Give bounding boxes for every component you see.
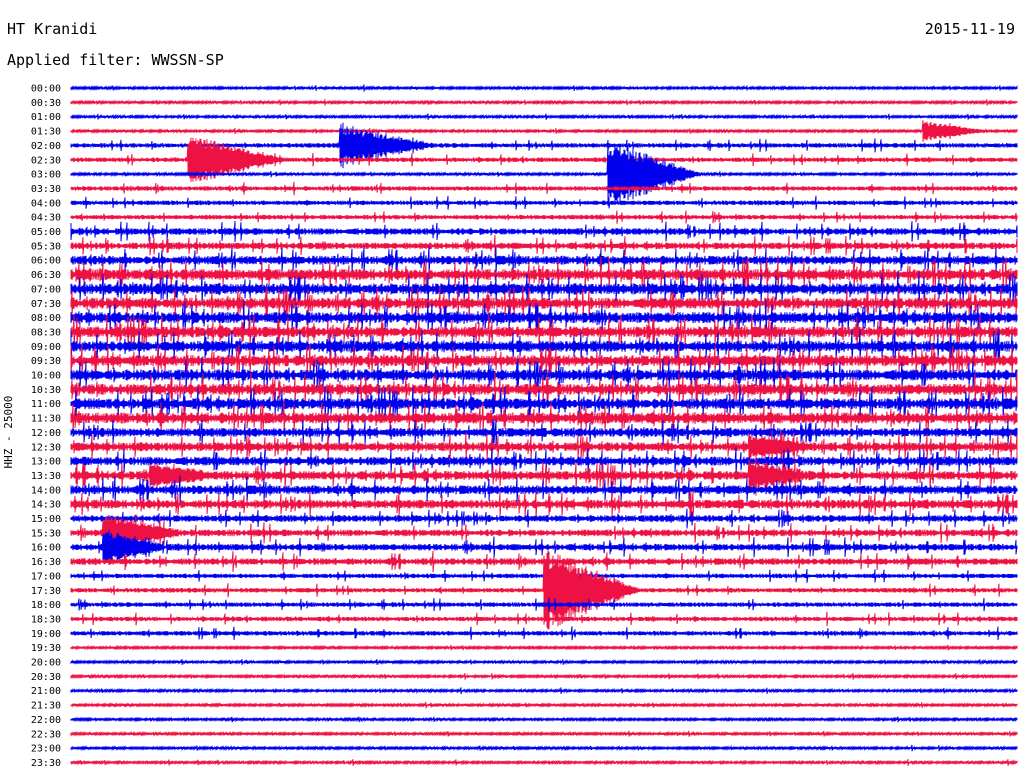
- seismic-trace: [70, 181, 1018, 196]
- seismic-trace: [70, 245, 1018, 275]
- seismic-trace: [70, 220, 1018, 243]
- row-label: 18:30: [31, 614, 61, 625]
- row-label: 08:00: [31, 313, 61, 324]
- seismic-trace: [70, 508, 1018, 529]
- row-label: 19:00: [31, 629, 61, 640]
- row-label: 01:30: [31, 127, 61, 138]
- seismic-trace: [70, 400, 1018, 436]
- row-label: 23:00: [31, 744, 61, 755]
- seismic-trace: [70, 701, 1018, 709]
- seismic-trace: [70, 328, 1018, 364]
- row-label: 21:30: [31, 701, 61, 712]
- row-label: 13:00: [31, 457, 61, 468]
- seismic-trace: [70, 455, 1018, 496]
- row-label: 05:30: [31, 241, 61, 252]
- row-label: 12:30: [31, 442, 61, 453]
- seismic-trace: [70, 256, 1018, 293]
- row-label: 07:00: [31, 284, 61, 295]
- station-title: HT Kranidi: [7, 20, 98, 38]
- row-label: 20:00: [31, 658, 61, 669]
- seismic-trace: [70, 758, 1018, 766]
- date-label: 2015-11-19: [924, 20, 1015, 38]
- seismic-trace: [70, 120, 1018, 142]
- seismic-trace: [70, 658, 1018, 666]
- row-label: 15:30: [31, 528, 61, 539]
- row-label: 07:30: [31, 299, 61, 310]
- row-label: 22:30: [31, 729, 61, 740]
- seismic-trace: [70, 386, 1018, 422]
- seismic-trace: [70, 475, 1018, 505]
- seismic-trace: [70, 84, 1018, 92]
- seismic-trace: [70, 142, 1018, 206]
- row-label: 09:00: [31, 342, 61, 353]
- seismic-trace: [70, 137, 1018, 182]
- row-label: 06:00: [31, 256, 61, 267]
- row-label: 14:30: [31, 500, 61, 511]
- row-label: 03:00: [31, 170, 61, 181]
- row-label: 03:30: [31, 184, 61, 195]
- seismic-trace: [70, 271, 1018, 307]
- seismic-trace: [70, 730, 1018, 737]
- row-label: 15:00: [31, 514, 61, 525]
- row-label: 01:00: [31, 112, 61, 123]
- row-label: 21:00: [31, 686, 61, 697]
- seismic-trace: [70, 343, 1018, 379]
- row-label: 12:00: [31, 428, 61, 439]
- seismic-trace: [70, 99, 1018, 106]
- seismic-trace: [70, 210, 1018, 224]
- row-label: 02:30: [31, 155, 61, 166]
- filter-label: Applied filter: WWSSN-SP: [7, 51, 224, 69]
- seismic-trace: [70, 550, 1018, 630]
- row-label: 10:30: [31, 385, 61, 396]
- seismic-trace: [70, 672, 1018, 680]
- seismic-trace: [70, 357, 1018, 393]
- seismic-trace: [70, 529, 1018, 565]
- row-label: 04:00: [31, 198, 61, 209]
- row-label: 06:30: [31, 270, 61, 281]
- row-label: 18:00: [31, 600, 61, 611]
- row-label: 00:00: [31, 84, 61, 95]
- seismic-trace: [70, 611, 1018, 627]
- seismic-trace: [70, 430, 1018, 464]
- seismic-trace: [70, 418, 1018, 447]
- row-label: 04:30: [31, 213, 61, 224]
- seismic-trace: [70, 285, 1018, 321]
- seismic-trace: [70, 687, 1018, 695]
- row-label: 17:00: [31, 571, 61, 582]
- row-label: 16:00: [31, 543, 61, 554]
- row-label: 08:30: [31, 327, 61, 338]
- seismic-trace: [70, 514, 1018, 552]
- seismic-trace: [70, 299, 1018, 336]
- row-label: 00:30: [31, 98, 61, 109]
- seismic-trace: [70, 744, 1018, 752]
- row-label: 22:00: [31, 715, 61, 726]
- seismic-trace: [70, 113, 1018, 121]
- row-label: 10:00: [31, 371, 61, 382]
- row-label: 19:30: [31, 643, 61, 654]
- row-label: 13:30: [31, 471, 61, 482]
- row-label: 14:00: [31, 485, 61, 496]
- row-label: 05:00: [31, 227, 61, 238]
- seismic-trace: [70, 195, 1018, 210]
- row-label: 02:00: [31, 141, 61, 152]
- row-label: 11:30: [31, 414, 61, 425]
- seismic-trace: [70, 447, 1018, 475]
- seismic-trace: [70, 597, 1018, 612]
- seismic-trace: [70, 490, 1018, 519]
- seismic-trace: [70, 716, 1018, 723]
- seismic-trace: [70, 626, 1018, 641]
- row-label: 20:30: [31, 672, 61, 683]
- seismic-trace: [70, 644, 1018, 651]
- row-label: 23:30: [31, 758, 61, 769]
- seismic-trace: [70, 235, 1018, 257]
- row-label: 11:00: [31, 399, 61, 410]
- seismic-trace: [70, 371, 1018, 408]
- row-label: 17:30: [31, 586, 61, 597]
- row-label: 16:30: [31, 557, 61, 568]
- row-label: 09:30: [31, 356, 61, 367]
